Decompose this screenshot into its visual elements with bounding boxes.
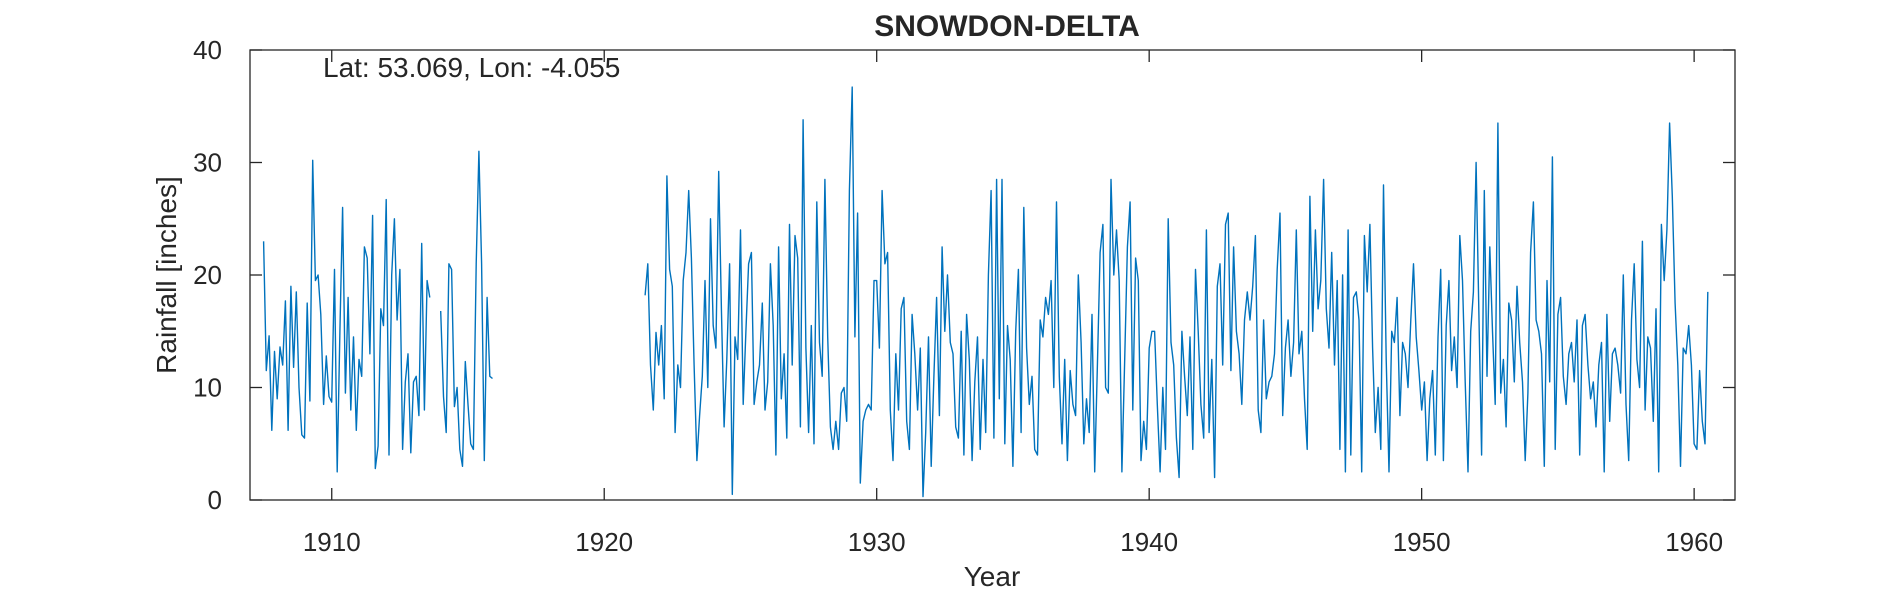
rainfall-line-segment	[262, 159, 431, 473]
x-tick-label: 1920	[575, 527, 633, 557]
y-axis-label: Rainfall [inches]	[151, 176, 182, 374]
x-tick-label: 1930	[848, 527, 906, 557]
y-axis: 0 10 20 30 40	[193, 35, 1735, 515]
y-tick-label: 40	[193, 35, 222, 65]
chart-title: SNOWDON-DELTA	[874, 10, 1140, 43]
rainfall-series	[262, 86, 1709, 498]
x-axis: 1910 1920 1930 1940 1950 1960	[303, 50, 1723, 557]
x-tick-label: 1960	[1665, 527, 1723, 557]
y-tick-label: 20	[193, 260, 222, 290]
y-tick-label: 0	[208, 485, 222, 515]
x-tick-label: 1950	[1393, 527, 1451, 557]
location-annotation: Lat: 53.069, Lon: -4.055	[323, 52, 620, 83]
x-tick-label: 1910	[303, 527, 361, 557]
x-axis-label: Year	[964, 561, 1021, 591]
y-tick-label: 10	[193, 373, 222, 403]
rainfall-line-segment	[644, 86, 1709, 498]
x-tick-label: 1940	[1120, 527, 1178, 557]
rainfall-line-segment	[440, 150, 493, 467]
y-tick-label: 30	[193, 148, 222, 178]
